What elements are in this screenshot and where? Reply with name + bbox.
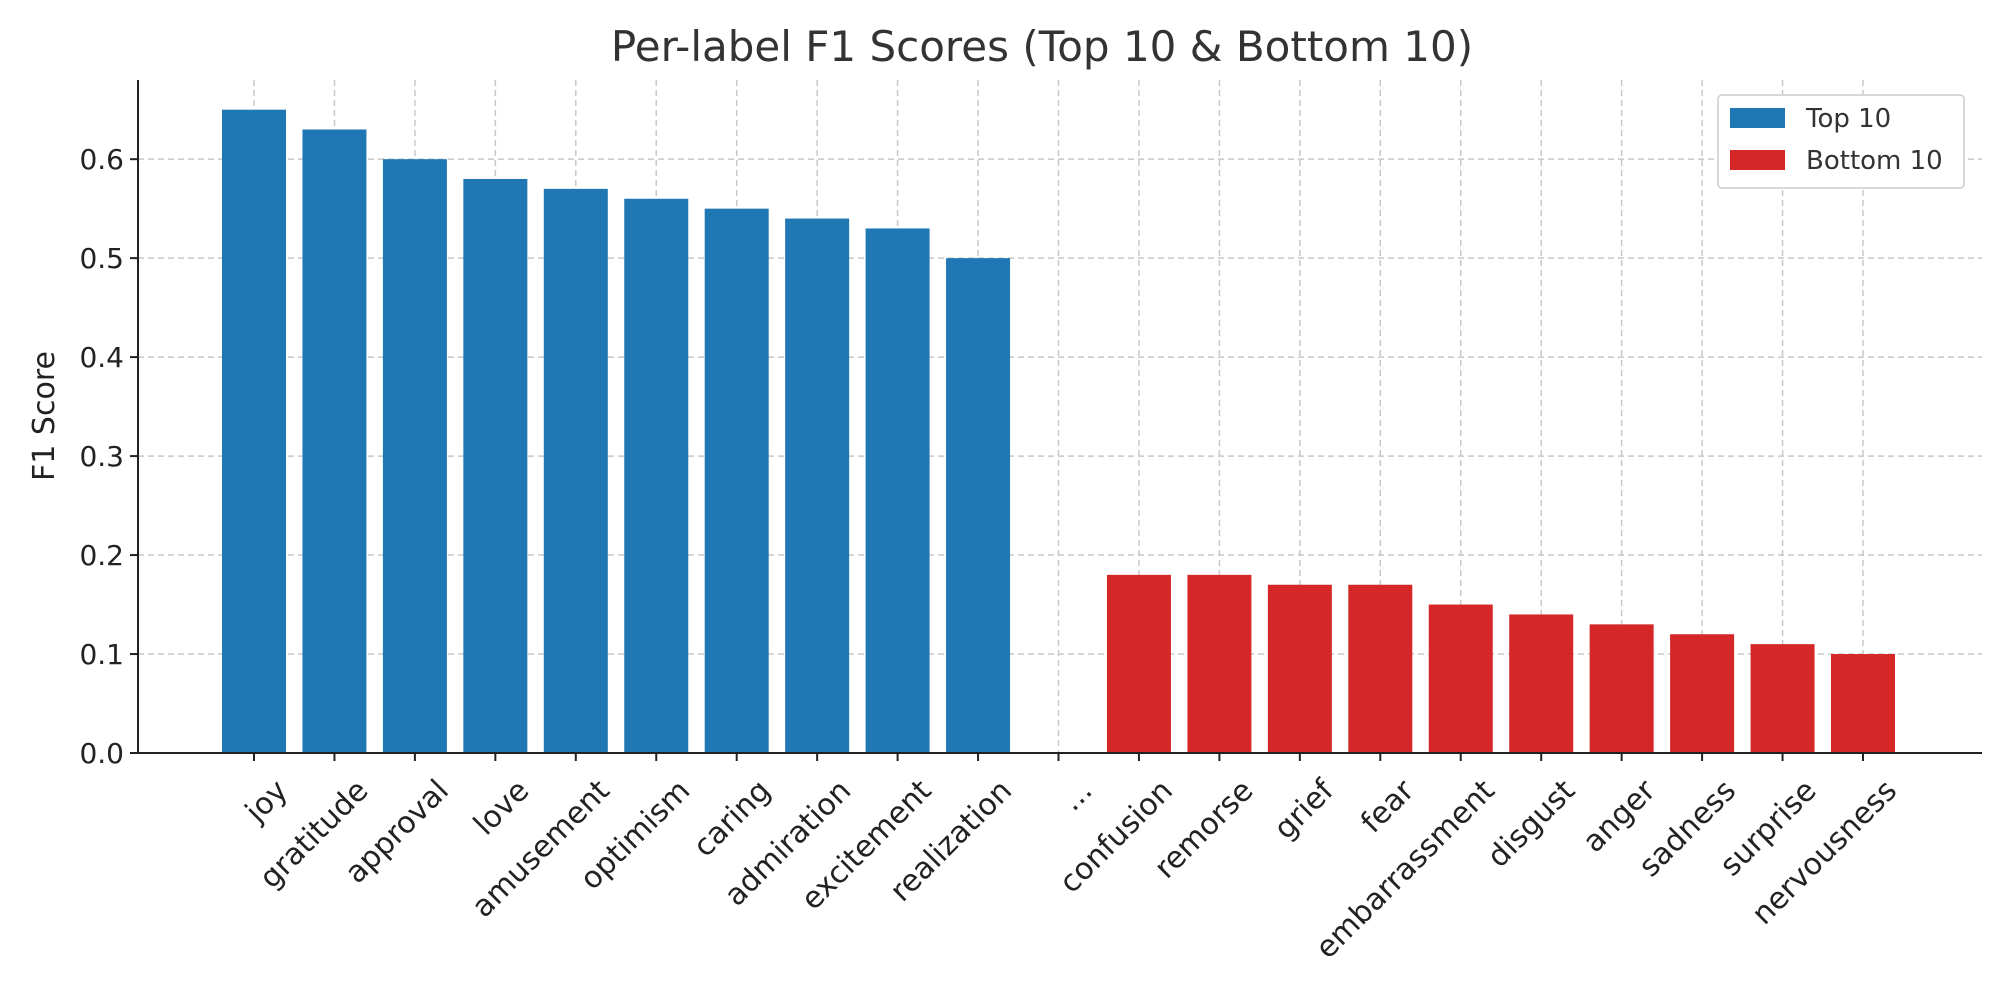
legend-swatch-top-10 — [1730, 108, 1785, 128]
bar-excitement — [865, 228, 930, 754]
legend-swatch-bottom-10 — [1730, 150, 1785, 170]
bars — [222, 109, 1895, 754]
y-tick-label: 0.0 — [79, 737, 124, 770]
bar-love — [463, 178, 528, 753]
bar-joy — [222, 109, 286, 754]
bar-approval — [382, 159, 447, 754]
x-tick-label-ellipsis: ... — [1054, 773, 1099, 818]
bar-grief — [1267, 584, 1332, 753]
x-tick-label-love: love — [467, 773, 536, 842]
bar-disgust — [1509, 614, 1574, 753]
bar-nervousness — [1831, 654, 1895, 753]
bar-embarrassment — [1428, 604, 1493, 753]
bar-remorse — [1187, 574, 1252, 753]
legend-label-top-10: Top 10 — [1805, 104, 1891, 134]
bar-admiration — [785, 218, 850, 753]
x-tick-label-nervousness: nervousness — [1745, 773, 1904, 932]
y-axis-label: F1 Score — [27, 351, 62, 481]
y-tick-label: 0.2 — [79, 539, 124, 572]
y-tick-label: 0.6 — [79, 143, 124, 176]
legend: Top 10 Bottom 10 — [1717, 94, 1965, 189]
y-tick-label: 0.4 — [79, 341, 124, 374]
bar-gratitude — [302, 129, 367, 753]
bar-surprise — [1750, 644, 1815, 753]
x-tick-label-grief: grief — [1267, 772, 1341, 846]
x-tick-label-joy: joy — [238, 773, 295, 830]
y-tick-labels: 0.0 0.1 0.2 0.3 0.4 0.5 0.6 — [79, 143, 124, 770]
bar-confusion — [1106, 574, 1171, 753]
bar-fear — [1348, 584, 1413, 753]
y-tick-label: 0.3 — [79, 440, 124, 473]
y-tick-label: 0.1 — [79, 638, 124, 671]
chart-title: Per-label F1 Scores (Top 10 & Bottom 10) — [611, 22, 1473, 71]
bar-sadness — [1670, 634, 1735, 753]
bar-amusement — [543, 188, 608, 753]
bar-optimism — [624, 198, 689, 753]
bar-caring — [704, 208, 769, 754]
bar-anger — [1589, 624, 1654, 753]
bar-realization — [946, 258, 1011, 753]
legend-label-bottom-10: Bottom 10 — [1806, 146, 1943, 176]
axes — [130, 80, 1982, 761]
y-tick-label: 0.5 — [79, 242, 124, 275]
x-tick-label-disgust: disgust — [1481, 773, 1583, 875]
x-tick-label-fear: fear — [1354, 773, 1421, 840]
